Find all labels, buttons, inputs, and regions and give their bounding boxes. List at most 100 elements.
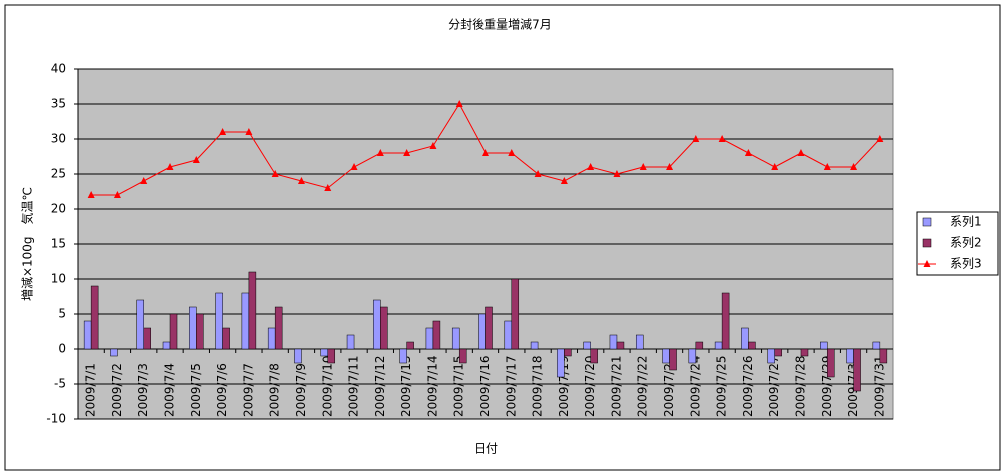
bar [695, 341, 704, 350]
bar [669, 348, 677, 371]
bar [162, 341, 171, 350]
x-tick-label: 2009/7/5 [189, 363, 203, 417]
x-tick-label: 2009/7/21 [609, 355, 623, 417]
x-tick-label: 2009/7/15 [452, 355, 466, 417]
marker [534, 170, 542, 177]
bar [820, 341, 828, 350]
y-tick-label: 10 [51, 272, 66, 286]
bar [399, 348, 407, 364]
chart-title: 分封後重量増減7月 [448, 17, 552, 32]
x-tick-label: 2009/7/13 [399, 355, 413, 417]
y-tick-label: 5 [58, 307, 66, 321]
bar [267, 327, 276, 350]
y-tick-label: -10 [46, 412, 66, 426]
marker [271, 170, 279, 177]
x-tick-label: 2009/7/17 [504, 355, 518, 417]
bar [616, 341, 625, 350]
bar [748, 341, 756, 350]
marker [876, 135, 884, 142]
marker [560, 177, 568, 184]
bar [767, 348, 775, 364]
bar [530, 341, 539, 350]
marker [166, 163, 174, 170]
bar [241, 292, 250, 350]
bar [827, 348, 835, 378]
bar [451, 327, 460, 350]
bar [143, 327, 151, 350]
bar [215, 292, 223, 350]
bar [714, 341, 723, 350]
marker [350, 163, 358, 170]
bar [590, 348, 598, 364]
bar [774, 348, 782, 357]
bar [853, 348, 861, 392]
x-tick-label: 2009/7/4 [163, 363, 177, 417]
bar [662, 348, 670, 364]
bar [478, 313, 486, 350]
bar [635, 334, 644, 350]
marker [87, 191, 95, 198]
x-tick-label: 2009/7/14 [425, 355, 439, 417]
x-tick-label: 2009/7/16 [478, 355, 492, 417]
bar [380, 306, 388, 350]
bar [557, 348, 565, 378]
x-tick-label: 2009/7/10 [320, 355, 334, 417]
bar [688, 348, 697, 364]
marker [639, 163, 647, 170]
x-tick-label: 2009/7/2 [110, 363, 124, 417]
legend-swatch [922, 217, 932, 227]
bar [169, 313, 178, 350]
marker [797, 149, 805, 156]
y-tick-label: 20 [51, 202, 66, 216]
bar [425, 327, 434, 350]
x-tick-label: 2009/7/8 [268, 363, 282, 417]
bar [511, 278, 520, 350]
bar [564, 348, 572, 357]
marker [455, 100, 463, 107]
marker [245, 128, 253, 135]
x-tick-label: 2009/7/31 [872, 355, 886, 417]
x-tick-label: 2009/7/20 [583, 355, 597, 417]
x-tick-label: 2009/7/28 [793, 355, 807, 417]
y-tick-label: 25 [51, 167, 66, 181]
y-tick-label: 15 [51, 237, 66, 251]
bar [136, 299, 144, 350]
bar [846, 348, 854, 364]
x-tick-label: 2009/7/7 [241, 363, 255, 417]
x-tick-label: 2009/7/22 [636, 355, 650, 417]
bar [583, 341, 591, 350]
bar [879, 348, 888, 364]
marker [113, 191, 121, 198]
y-axis-label: 増減×100g 気温℃ [20, 187, 35, 301]
bar [90, 285, 99, 350]
marker [192, 156, 200, 163]
bar [222, 327, 230, 350]
bar [504, 320, 513, 350]
marker [823, 163, 831, 170]
y-tick-label: 30 [51, 132, 66, 146]
x-tick-label: 2009/7/11 [347, 355, 361, 417]
x-tick-label: 2009/7/25 [715, 355, 729, 417]
marker [744, 149, 752, 156]
marker [140, 177, 148, 184]
marker [613, 170, 621, 177]
marker [666, 163, 674, 170]
x-tick-label: 2009/7/9 [294, 363, 308, 417]
y-tick-label: 35 [51, 97, 66, 111]
bar [320, 348, 329, 357]
bar [346, 334, 355, 350]
marker [850, 163, 858, 170]
x-tick-label: 2009/7/3 [136, 363, 150, 417]
bar [432, 320, 441, 350]
bar [189, 306, 197, 350]
bar [458, 348, 467, 364]
bar [110, 348, 118, 357]
bar [741, 327, 749, 350]
bar [83, 320, 92, 350]
y-tick-label: 40 [51, 62, 66, 76]
bar [294, 348, 302, 364]
x-tick-label: 2009/7/27 [767, 355, 781, 417]
marker [219, 128, 227, 135]
marker [429, 142, 437, 149]
